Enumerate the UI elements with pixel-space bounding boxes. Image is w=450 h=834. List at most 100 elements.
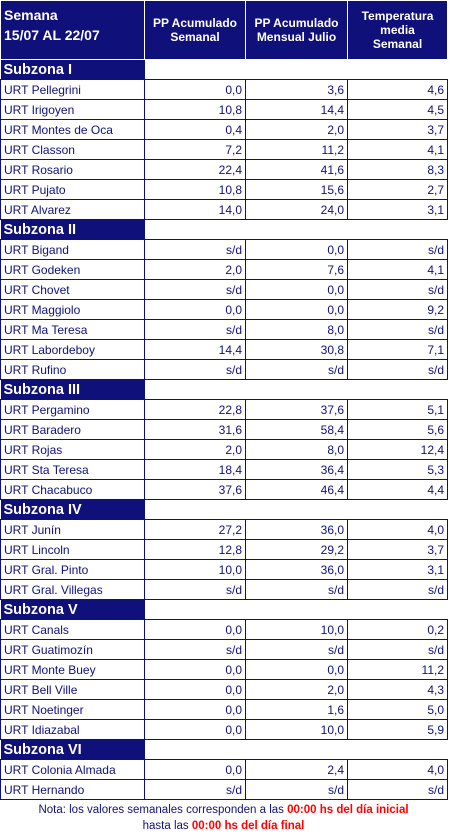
station-cell: URT Monte Buey	[0, 659, 145, 680]
subzone-spacer	[144, 219, 448, 240]
pp-monthly-cell: 3,6	[245, 79, 348, 100]
weather-table: Semana 15/07 AL 22/07 PP Acumulado Seman…	[0, 0, 448, 800]
temp-cell: 0,2	[347, 619, 448, 640]
station-cell: URT Classon	[0, 139, 145, 160]
subzone-title: Subzona VI	[0, 739, 145, 760]
station-cell: URT Gral. Pinto	[0, 559, 145, 580]
pp-weekly-cell: 0,0	[144, 679, 246, 700]
pp-weekly-cell: 12,8	[144, 539, 246, 560]
pp-monthly-cell: s/d	[245, 359, 348, 380]
pp-weekly-cell: 31,6	[144, 419, 246, 440]
pp-monthly-cell: 7,6	[245, 259, 348, 280]
temp-cell: 8,3	[347, 159, 448, 180]
pp-weekly-cell: 10,8	[144, 179, 246, 200]
temp-cell: s/d	[347, 579, 448, 600]
pp-monthly-cell: s/d	[245, 579, 348, 600]
station-cell: URT Rojas	[0, 439, 145, 460]
station-cell: URT Baradero	[0, 419, 145, 440]
pp-weekly-cell: 0,0	[144, 659, 246, 680]
pp-monthly-cell: 58,4	[245, 419, 348, 440]
station-cell: URT Colonia Almada	[0, 759, 145, 780]
pp-weekly-cell: 2,0	[144, 439, 246, 460]
table-row: URT Bell Ville 0,0 2,0 4,3	[0, 679, 448, 700]
subzone-spacer	[144, 379, 448, 400]
station-cell: URT Rosario	[0, 159, 145, 180]
subzone-header-row: Subzona VI	[0, 739, 448, 760]
pp-weekly-cell: 0,4	[144, 119, 246, 140]
temp-cell: 4,4	[347, 479, 448, 500]
table-row: URT Pellegrini 0,0 3,6 4,6	[0, 79, 448, 100]
pp-weekly-cell: 37,6	[144, 479, 246, 500]
station-cell: URT Alvarez	[0, 199, 145, 220]
header-pp-weekly-line1: PP Acumulado	[152, 16, 238, 30]
temp-cell: 2,7	[347, 179, 448, 200]
station-cell: URT Sta Teresa	[0, 459, 145, 480]
table-row: URT Canals 0,0 10,0 0,2	[0, 619, 448, 640]
note-text-2: hasta las	[142, 820, 192, 832]
pp-weekly-cell: s/d	[144, 359, 246, 380]
table-header-row: Semana 15/07 AL 22/07 PP Acumulado Seman…	[0, 0, 448, 60]
station-cell: URT Godeken	[0, 259, 145, 280]
temp-cell: 5,3	[347, 459, 448, 480]
header-temp-line2: media	[380, 23, 415, 37]
temp-cell: 3,7	[347, 539, 448, 560]
pp-monthly-cell: 2,0	[245, 119, 348, 140]
station-cell: URT Montes de Oca	[0, 119, 145, 140]
table-row: URT Maggiolo 0,0 0,0 9,2	[0, 299, 448, 320]
station-cell: URT Hernando	[0, 779, 145, 800]
pp-weekly-cell: 22,8	[144, 399, 246, 420]
temp-cell: 3,7	[347, 119, 448, 140]
pp-monthly-cell: 0,0	[245, 659, 348, 680]
pp-monthly-cell: 0,0	[245, 299, 348, 320]
subzone-spacer	[144, 59, 448, 80]
table-row: URT Classon 7,2 11,2 4,1	[0, 139, 448, 160]
subzone-header-row: Subzona II	[0, 219, 448, 240]
temp-cell: 4,1	[347, 259, 448, 280]
subzone-title: Subzona I	[0, 59, 145, 80]
station-cell: URT Idiazabal	[0, 719, 145, 740]
header-pp-monthly-line1: PP Acumulado	[254, 16, 339, 30]
temp-cell: 4,3	[347, 679, 448, 700]
pp-weekly-cell: 0,0	[144, 619, 246, 640]
pp-monthly-cell: 24,0	[245, 199, 348, 220]
station-cell: URT Junín	[0, 519, 145, 540]
station-cell: URT Bell Ville	[0, 679, 145, 700]
pp-monthly-cell: s/d	[245, 639, 348, 660]
station-cell: URT Pellegrini	[0, 79, 145, 100]
subzone-header-row: Subzona IV	[0, 499, 448, 520]
header-temp: Temperatura media Semanal	[347, 0, 448, 60]
table-row: URT Pujato 10,8 15,6 2,7	[0, 179, 448, 200]
table-row: URT Irigoyen 10,8 14,4 4,5	[0, 99, 448, 120]
temp-cell: 4,6	[347, 79, 448, 100]
table-row: URT Hernando s/d s/d s/d	[0, 779, 448, 800]
pp-monthly-cell: 37,6	[245, 399, 348, 420]
pp-weekly-cell: s/d	[144, 279, 246, 300]
subzone-title: Subzona II	[0, 219, 145, 240]
temp-cell: 4,0	[347, 759, 448, 780]
station-cell: URT Canals	[0, 619, 145, 640]
table-row: URT Pergamino 22,8 37,6 5,1	[0, 399, 448, 420]
pp-weekly-cell: 10,0	[144, 559, 246, 580]
pp-monthly-cell: 8,0	[245, 439, 348, 460]
temp-cell: 4,0	[347, 519, 448, 540]
pp-weekly-cell: 0,0	[144, 699, 246, 720]
station-cell: URT Bigand	[0, 239, 145, 260]
station-cell: URT Labordeboy	[0, 339, 145, 360]
header-temp-line1: Temperatura	[361, 9, 434, 23]
pp-weekly-cell: 10,8	[144, 99, 246, 120]
table-row: URT Noetinger 0,0 1,6 5,0	[0, 699, 448, 720]
pp-weekly-cell: 22,4	[144, 159, 246, 180]
header-week-range: 15/07 AL 22/07	[4, 27, 100, 43]
table-row: URT Chovet s/d 0,0 s/d	[0, 279, 448, 300]
note-highlight-1: 00:00 hs del día inicial	[287, 804, 409, 816]
pp-monthly-cell: 11,2	[245, 139, 348, 160]
station-cell: URT Chacabuco	[0, 479, 145, 500]
subzone-title: Subzona IV	[0, 499, 145, 520]
table-row: URT Godeken 2,0 7,6 4,1	[0, 259, 448, 280]
table-row: URT Ma Teresa s/d 8,0 s/d	[0, 319, 448, 340]
table-row: URT Alvarez 14,0 24,0 3,1	[0, 199, 448, 220]
subzone-title: Subzona V	[0, 599, 145, 620]
pp-monthly-cell: 0,0	[245, 239, 348, 260]
station-cell: URT Maggiolo	[0, 299, 145, 320]
pp-weekly-cell: 0,0	[144, 759, 246, 780]
